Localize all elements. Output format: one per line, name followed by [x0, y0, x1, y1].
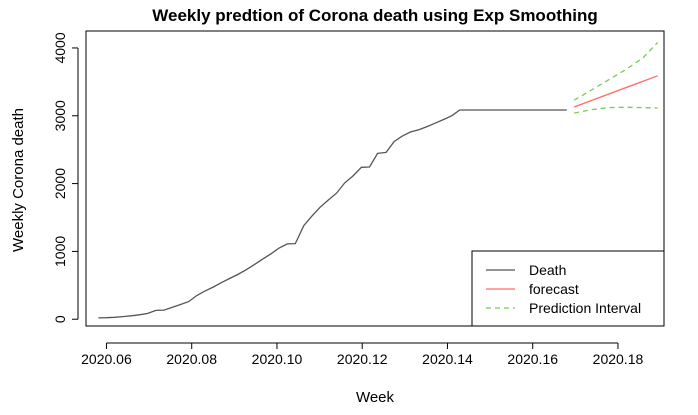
y-tick-label: 1000	[52, 236, 68, 267]
legend-label-forecast: forecast	[529, 281, 579, 297]
legend-label-prediction-interval: Prediction Interval	[529, 300, 641, 316]
series-prediction-interval-line	[573, 106, 658, 114]
series-forecast-line	[573, 75, 658, 108]
x-tick-label: 2020.08	[166, 351, 217, 367]
x-tick-label: 2020.12	[337, 351, 388, 367]
series-death-line	[98, 109, 567, 319]
y-tick-label: 2000	[52, 168, 68, 199]
series-prediction-interval-line	[573, 42, 659, 101]
x-tick-label: 2020.10	[252, 351, 303, 367]
legend-label-death: Death	[529, 262, 566, 278]
x-tick-label: 2020.14	[422, 351, 473, 367]
x-tick-label: 2020.06	[81, 351, 132, 367]
y-tick-label: 0	[52, 315, 68, 323]
series-layer	[98, 42, 659, 319]
x-tick-label: 2020.16	[507, 351, 558, 367]
axes: 2020.06 2020.08 2020.10 2020.12 2020.14 2020.…	[52, 30, 665, 367]
chart-title: Weekly predtion of Corona death using Ex…	[152, 6, 598, 25]
y-axis-label: Weekly Corona death	[10, 108, 27, 252]
plot-frame	[85, 30, 665, 327]
y-tick-label: 3000	[52, 100, 68, 131]
x-tick-label: 2020.18	[593, 351, 644, 367]
y-tick-label: 4000	[52, 32, 68, 63]
x-axis-label: Week	[356, 389, 395, 406]
legend: Death forecast Prediction Interval	[471, 250, 665, 327]
